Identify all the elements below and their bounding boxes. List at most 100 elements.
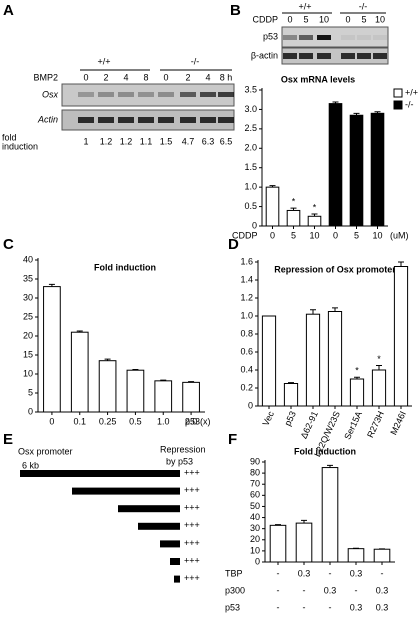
y-tick-label: 80 [250, 467, 260, 477]
fold-value: 1 [83, 136, 88, 146]
gel-strip [281, 47, 389, 65]
bar [182, 381, 200, 413]
band [373, 35, 387, 40]
y-tick-label: 15 [23, 349, 33, 359]
repression-level: +++ [184, 520, 200, 530]
row-label: TBP [225, 568, 243, 578]
y-tick-label: 3.5 [244, 84, 257, 94]
row-value: - [277, 602, 280, 612]
lane-label: 4 [205, 72, 210, 82]
bar [327, 311, 343, 407]
annotation: * [355, 366, 359, 376]
x-tick-label: 0 [270, 230, 275, 240]
diagram-e: +++ +++ +++ +++ +++ +++ +++ [20, 467, 200, 583]
row-value: 0.3 [350, 568, 363, 578]
y-tick-label: 50 [250, 501, 260, 511]
error-bar [332, 101, 339, 104]
row-label: p300 [225, 585, 245, 595]
bar [321, 467, 339, 563]
y-tick-label: 2.5 [244, 123, 257, 133]
promoter-fragment [118, 505, 180, 513]
lane-label: 10 [319, 14, 329, 24]
error-bar [188, 381, 195, 383]
error-bar [398, 261, 404, 267]
band [341, 53, 355, 59]
x-tick-label: R273H [365, 410, 386, 440]
promoter-fragment [72, 487, 180, 495]
error-bar [327, 464, 333, 468]
repression-level: +++ [184, 538, 200, 548]
x-tick-label: 0 [333, 230, 338, 240]
fold-label: induction [2, 141, 38, 151]
legend-swatch [393, 100, 403, 110]
fold-value: 1.2 [120, 136, 133, 146]
y-tick-label: 0.4 [240, 364, 253, 374]
bar [43, 286, 61, 413]
promoter-fragment [170, 558, 180, 565]
y-tick-label: 1.2 [240, 292, 253, 302]
y-tick-label: 1.6 [240, 256, 253, 266]
chart-title: Repression of Osx promoter [274, 264, 396, 274]
lane-label: 8 [143, 72, 148, 82]
legend-swatch [393, 88, 403, 98]
row-value: 0.3 [298, 568, 311, 578]
bar [370, 112, 385, 227]
y-tick-label: 0 [28, 406, 33, 416]
y-tick-label: 0 [255, 556, 260, 566]
x-tick-label: 0.5 [129, 416, 142, 426]
x-tick-label: Vec [261, 409, 277, 427]
band [180, 117, 196, 123]
band [357, 35, 371, 40]
y-tick-label: 1.5 [244, 162, 257, 172]
promoter-label: Osx promoter [18, 446, 73, 456]
charts: Osx mRNA levels 0 0.5 1.0 1.5 2.0 2.5 3.0 3.5 0 5 1… [23, 74, 418, 612]
x-tick-label: 0 [49, 416, 54, 426]
bar [265, 186, 280, 227]
y-tick-label: 25 [23, 311, 33, 321]
axis [37, 258, 205, 413]
repression-level: +++ [184, 467, 200, 477]
fold-value: 6.5 [220, 136, 233, 146]
repression-level: +++ [184, 485, 200, 495]
x-tick-label: 5 [354, 230, 359, 240]
x-tick-label: 0.25 [99, 416, 117, 426]
error-bar [301, 519, 307, 524]
y-tick-label: 1.0 [244, 182, 257, 192]
promoter-fragment [138, 522, 180, 530]
x-tick-label: Δ62-91 [299, 410, 320, 441]
bar [98, 360, 117, 413]
bar [154, 380, 173, 413]
panel-label: F [228, 431, 237, 448]
error-bar [354, 376, 360, 379]
band [218, 92, 234, 97]
repression-level: +++ [184, 555, 200, 565]
row-value: - [303, 602, 306, 612]
band [200, 117, 216, 123]
x-tick-label: 0.1 [73, 416, 86, 426]
band [357, 53, 371, 59]
panel-label: E [3, 431, 13, 448]
band [118, 117, 134, 123]
y-tick-label: 40 [250, 512, 260, 522]
error-bar [374, 111, 381, 114]
treatment: BMP2 [33, 72, 58, 82]
panel-label: A [3, 2, 14, 19]
panel-label: D [228, 236, 239, 253]
bar [70, 331, 89, 413]
lane-label: 8 h [220, 72, 233, 82]
y-tick-label: 60 [250, 490, 260, 500]
y-tick-label: 10 [23, 368, 33, 378]
header: by p53 [166, 456, 193, 466]
fold-value: 4.7 [182, 136, 195, 146]
lane-label: 0 [163, 72, 168, 82]
band [317, 53, 331, 59]
band [373, 53, 387, 59]
treatment: CDDP [252, 14, 278, 24]
bar [347, 548, 365, 563]
bar [283, 383, 299, 407]
genotype: +/+ [298, 1, 311, 11]
x-axis-label: p53(x) [185, 416, 211, 426]
y-tick-label: 0.8 [240, 328, 253, 338]
x-tick-label: 10 [309, 230, 319, 240]
band [283, 53, 297, 59]
